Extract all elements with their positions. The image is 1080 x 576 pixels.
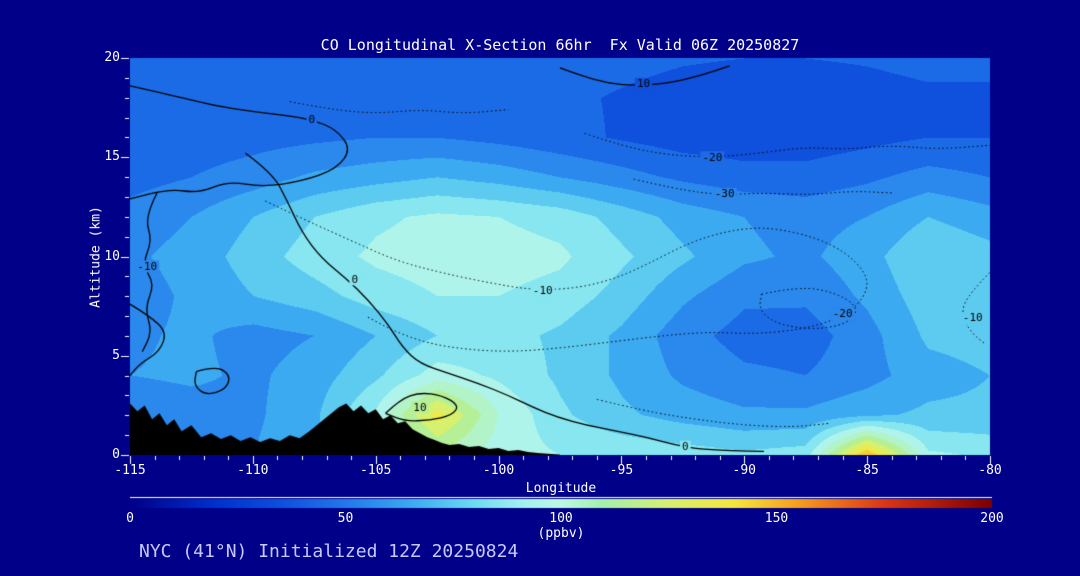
x-tick-label: -115 xyxy=(114,463,146,478)
colorbar-tick-label: 100 xyxy=(549,511,573,526)
y-tick-label: 5 xyxy=(112,347,120,363)
colorbar-tick-label: 50 xyxy=(337,511,354,526)
colorbar-tick-label: 150 xyxy=(764,511,789,526)
y-tick-label: 10 xyxy=(104,248,120,264)
init-annotation: NYC (41°N) Initialized 12Z 20250824 xyxy=(139,541,519,562)
x-axis-label: Longitude xyxy=(525,481,597,496)
y-tick-label: 0 xyxy=(112,447,120,462)
y-tick-label: 15 xyxy=(104,149,120,165)
y-tick-label: 20 xyxy=(104,50,120,65)
x-tick-label: -105 xyxy=(360,463,392,478)
x-tick-label: -85 xyxy=(855,463,879,478)
x-tick-label: -90 xyxy=(732,463,757,478)
x-tick-label: -80 xyxy=(978,463,1002,478)
chart-title: CO Longitudinal X-Section 66hr Fx Valid … xyxy=(320,36,800,54)
colorbar-unit-label: (ppbv) xyxy=(537,526,585,541)
x-tick-label: -100 xyxy=(482,463,515,478)
colorbar-tick-label: 0 xyxy=(126,511,134,526)
x-tick-label: -110 xyxy=(237,463,269,478)
x-tick-label: -95 xyxy=(609,463,634,478)
colorbar-tick-label: 200 xyxy=(980,511,1004,526)
